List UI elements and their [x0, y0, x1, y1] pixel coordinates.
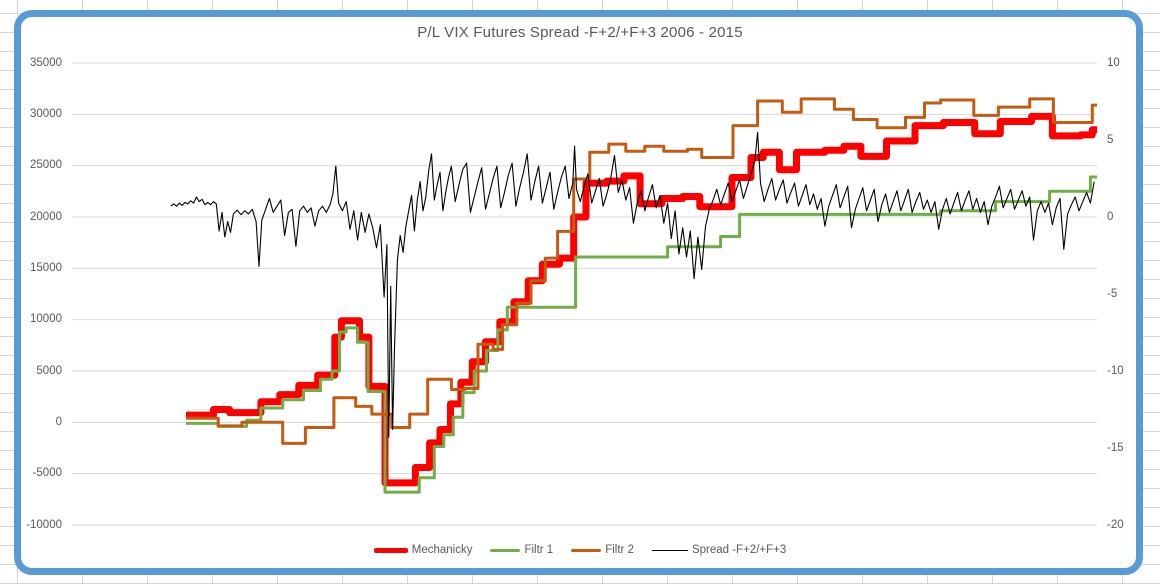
- right-axis-tick: -15: [1107, 441, 1124, 454]
- chart-title: P/L VIX Futures Spread -F+2/+F+3 2006 - …: [417, 24, 743, 41]
- legend-label-spread: Spread -F+2/+F+3: [691, 544, 787, 556]
- left-axis-tick: 25000: [30, 159, 62, 172]
- legend: Mechanicky Filtr 1 Filtr 2 Spread -F+2/+…: [0, 541, 1160, 559]
- right-axis-tick: -10: [1107, 364, 1124, 377]
- left-axis-tick: 35000: [30, 56, 62, 69]
- chart-frame[interactable]: [14, 10, 1143, 575]
- legend-label-filtr-1: Filtr 1: [524, 544, 554, 556]
- left-axis-tick: 30000: [30, 107, 62, 120]
- legend-marker-filtr-2: [571, 548, 602, 552]
- left-axis-tick: 15000: [30, 261, 62, 274]
- right-axis-tick: 5: [1107, 133, 1114, 146]
- right-axis-tick: 10: [1107, 56, 1120, 69]
- left-axis-tick: -5000: [32, 467, 62, 480]
- legend-marker-filtr-1: [490, 548, 521, 552]
- left-axis-tick: 0: [55, 415, 62, 428]
- legend-marker-spread: [651, 549, 688, 551]
- legend-item-spread[interactable]: Spread -F+2/+F+3: [651, 544, 787, 556]
- legend-label-mechanicky: Mechanicky: [411, 544, 473, 556]
- legend-label-filtr-2: Filtr 2: [605, 544, 634, 556]
- legend-item-mechanicky[interactable]: Mechanicky: [373, 544, 473, 556]
- left-axis-tick: 10000: [30, 313, 62, 326]
- legend-marker-mechanicky: [373, 547, 408, 553]
- right-axis-tick: -5: [1107, 287, 1118, 300]
- left-axis-tick: 20000: [30, 210, 62, 223]
- legend-item-filtr-1[interactable]: Filtr 1: [490, 544, 553, 556]
- left-axis-tick: -10000: [26, 518, 62, 531]
- left-axis-tick: 5000: [36, 364, 62, 377]
- right-axis-tick: -20: [1107, 518, 1124, 531]
- legend-item-filtr-2[interactable]: Filtr 2: [571, 544, 634, 556]
- right-axis-tick: 0: [1107, 210, 1114, 223]
